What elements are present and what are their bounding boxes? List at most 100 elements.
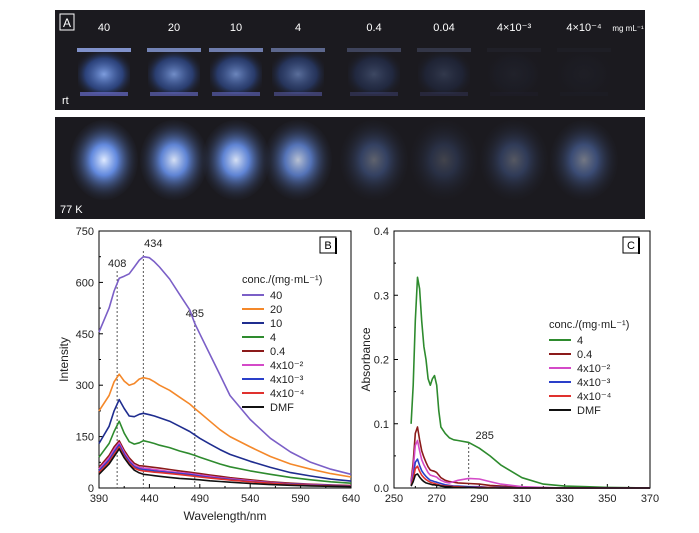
- series-line: [98, 448, 352, 488]
- legend-label: 4x10⁻³: [577, 377, 611, 389]
- cold-label: 77 K: [60, 204, 83, 216]
- legend-label: 4x10⁻⁴: [270, 388, 305, 400]
- panel-tag: B: [324, 240, 331, 252]
- concentration-label: 0.4: [366, 22, 381, 34]
- x-tick-label: 540: [241, 493, 259, 505]
- y-tick-label: 0.0: [374, 483, 389, 495]
- peak-label: 434: [144, 238, 162, 250]
- legend-label: 4: [577, 335, 583, 347]
- peak-label: 408: [108, 258, 126, 270]
- plot-frame: [393, 230, 651, 489]
- concentration-unit: mg mL⁻¹: [612, 24, 644, 33]
- series-line: [410, 458, 650, 489]
- rt-vial: [272, 50, 324, 94]
- series-line: [98, 255, 352, 476]
- photo-panel: A rt 77 K mg mL⁻¹ 40 20 10 4 0.4 0.04 4×10⁻³ 4×…: [55, 10, 645, 219]
- rt-vial: [78, 50, 130, 94]
- rt-vial: [558, 50, 610, 94]
- y-tick-label: 0: [88, 483, 94, 495]
- rt-vial: [488, 50, 540, 94]
- concentration-label: 4: [295, 22, 301, 34]
- x-tick-label: 440: [140, 493, 158, 505]
- absorbance-chart: 250 270 290 310 330 350 370 0.0 0.1 0.2 0.3 0.4 Abso…: [359, 226, 659, 505]
- legend-label: 0.4: [270, 346, 285, 358]
- rt-vial-base: [350, 92, 398, 96]
- legend-label: DMF: [577, 405, 601, 417]
- rt-label: rt: [62, 95, 69, 107]
- rt-vial-rim: [147, 48, 201, 52]
- x-tick-label: 350: [598, 493, 616, 505]
- x-tick-label: 270: [427, 493, 445, 505]
- concentration-label: 40: [98, 22, 110, 34]
- x-tick-label: 640: [342, 493, 360, 505]
- rt-vial: [148, 50, 200, 94]
- series-line: [410, 276, 651, 489]
- x-tick-label: 330: [555, 493, 573, 505]
- y-tick-label: 0.3: [374, 290, 389, 302]
- rt-vial: [348, 50, 400, 94]
- concentration-label: 10: [230, 22, 242, 34]
- rt-vial-rim: [77, 48, 131, 52]
- x-tick-label: 250: [385, 493, 403, 505]
- series-line: [98, 420, 352, 484]
- plot-frame: [98, 230, 352, 489]
- legend-label: 4x10⁻³: [270, 374, 304, 386]
- legend-label: 4x10⁻²: [270, 360, 304, 372]
- cold-vial: [340, 120, 408, 200]
- cold-vial: [264, 120, 332, 200]
- x-tick-label: 390: [90, 493, 108, 505]
- rt-vial-rim: [487, 48, 541, 52]
- peak-label: 285: [475, 430, 493, 442]
- legend-label: 0.4: [577, 349, 592, 361]
- rt-vial-base: [212, 92, 260, 96]
- concentration-label: 4×10⁻⁴: [566, 22, 602, 34]
- rt-vial: [418, 50, 470, 94]
- panel-a-tag-box: [59, 13, 75, 31]
- series-line: [410, 473, 650, 489]
- y-tick-label: 450: [76, 329, 94, 341]
- legend-title: conc./(mg·mL⁻¹): [549, 319, 629, 331]
- legend-label: DMF: [270, 402, 294, 414]
- emission-chart: 390 440 490 540 590 6400150300450600750Wavele…: [57, 226, 360, 523]
- y-tick-label: 750: [76, 226, 94, 238]
- legend-label: 4x10⁻²: [577, 363, 611, 375]
- legend-label: 40: [270, 290, 282, 302]
- cold-vial: [480, 120, 548, 200]
- legend-label: 4x10⁻⁴: [577, 391, 612, 403]
- y-tick-label: 300: [76, 380, 94, 392]
- rt-vial: [210, 50, 262, 94]
- cold-vial: [550, 120, 618, 200]
- y-axis-label: Intensity: [57, 337, 71, 382]
- x-axis-label: Wavelength/nm: [184, 509, 267, 523]
- rt-vial-base: [420, 92, 468, 96]
- rt-vial-rim: [271, 48, 325, 52]
- rt-vial-base: [80, 92, 128, 96]
- legend-label: 4: [270, 332, 276, 344]
- y-tick-label: 150: [76, 432, 94, 444]
- y-tick-label: 600: [76, 277, 94, 289]
- x-tick-label: 370: [641, 493, 659, 505]
- panel-a-tag: A: [63, 16, 71, 30]
- vial-row: 40 20 10 4 0.4 0.04 4×10⁻³ 4×10⁻⁴: [70, 22, 618, 200]
- legend-title: conc./(mg·mL⁻¹): [242, 274, 322, 286]
- cold-vial: [202, 120, 270, 200]
- legend-label: 20: [270, 304, 282, 316]
- y-tick-label: 0.4: [374, 226, 389, 238]
- cold-vial: [410, 120, 478, 200]
- rt-vial-base: [560, 92, 608, 96]
- concentration-label: 20: [168, 22, 180, 34]
- rt-vial-base: [150, 92, 198, 96]
- peak-label: 485: [186, 308, 204, 320]
- cold-vial: [70, 120, 138, 200]
- rt-vial-base: [490, 92, 538, 96]
- concentration-label: 4×10⁻³: [497, 22, 532, 34]
- cold-vial: [140, 120, 208, 200]
- rt-vial-rim: [417, 48, 471, 52]
- panel-tag: C: [627, 240, 635, 252]
- y-tick-label: 0.2: [374, 355, 389, 367]
- x-tick-label: 290: [470, 493, 488, 505]
- rt-vial-rim: [347, 48, 401, 52]
- y-tick-label: 0.1: [374, 419, 389, 431]
- rt-vial-rim: [557, 48, 611, 52]
